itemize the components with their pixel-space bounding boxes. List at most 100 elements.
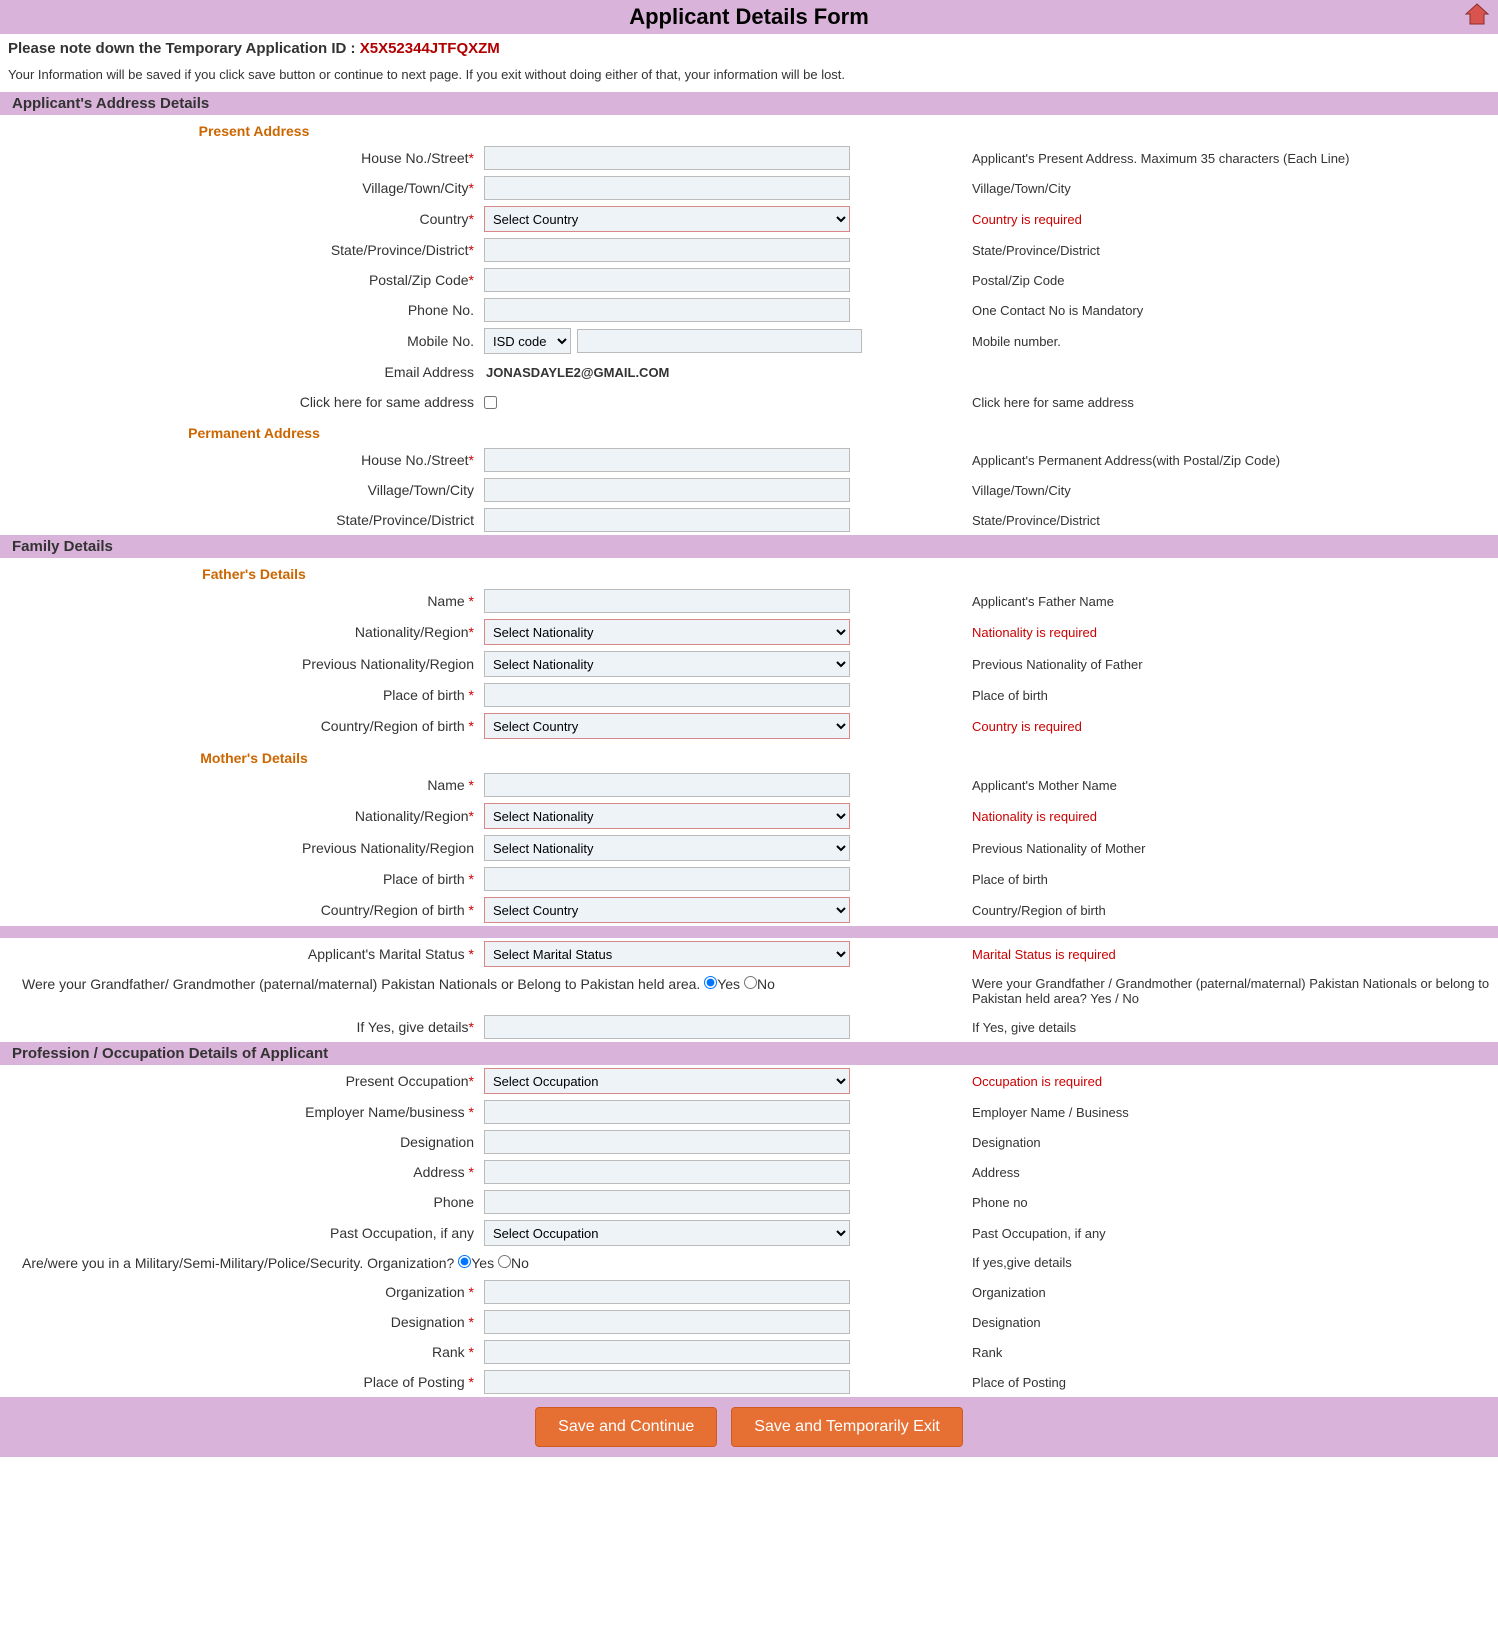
perm-house-input[interactable] bbox=[484, 448, 850, 472]
organization-input[interactable] bbox=[484, 1280, 850, 1304]
save-continue-button[interactable]: Save and Continue bbox=[535, 1407, 717, 1447]
subheader-mother: Mother's Details bbox=[12, 742, 496, 770]
subheader-permanent-address: Permanent Address bbox=[12, 417, 496, 445]
hint-grandparent: Were your Grandfather / Grandmother (pat… bbox=[968, 976, 1490, 1006]
mil-designation-input[interactable] bbox=[484, 1310, 850, 1334]
label-marital: Applicant's Marital Status bbox=[308, 946, 469, 962]
same-address-checkbox[interactable] bbox=[484, 396, 497, 409]
hint-same-addr: Click here for same address bbox=[862, 395, 1490, 410]
employer-input[interactable] bbox=[484, 1100, 850, 1124]
label-father-name: Name bbox=[427, 593, 468, 609]
marital-status-select[interactable]: Select Marital Status bbox=[484, 941, 850, 967]
past-occupation-select[interactable]: Select Occupation bbox=[484, 1220, 850, 1246]
hint-rank: Rank bbox=[862, 1345, 1490, 1360]
label-past-occ: Past Occupation, if any bbox=[330, 1225, 474, 1241]
save-exit-button[interactable]: Save and Temporarily Exit bbox=[731, 1407, 963, 1447]
hint-past-occ: Past Occupation, if any bbox=[862, 1226, 1490, 1241]
label-mother-nat: Nationality/Region bbox=[355, 808, 469, 824]
subheader-present-address: Present Address bbox=[12, 115, 496, 143]
hint-father-nat-req: Nationality is required bbox=[862, 625, 1490, 640]
hint-mother-prevnat: Previous Nationality of Mother bbox=[862, 841, 1490, 856]
military-question: Are/were you in a Military/Semi-Military… bbox=[8, 1255, 968, 1271]
military-no-radio[interactable] bbox=[498, 1255, 511, 1268]
hint-mother-name: Applicant's Mother Name bbox=[862, 778, 1490, 793]
label-phone2: Phone bbox=[434, 1194, 474, 1210]
designation-input[interactable] bbox=[484, 1130, 850, 1154]
hint-postal: Postal/Zip Code bbox=[862, 273, 1490, 288]
label-father-prevnat: Previous Nationality/Region bbox=[302, 656, 474, 672]
label-perm-state: State/Province/District bbox=[336, 512, 474, 528]
hint-father-name: Applicant's Father Name bbox=[862, 594, 1490, 609]
label-state: State/Province/District bbox=[331, 242, 469, 258]
hint-occ-req: Occupation is required bbox=[862, 1074, 1490, 1089]
label-org: Organization bbox=[385, 1284, 468, 1300]
present-postal-input[interactable] bbox=[484, 268, 850, 292]
posting-input[interactable] bbox=[484, 1370, 850, 1394]
label-rank: Rank bbox=[432, 1344, 469, 1360]
perm-state-input[interactable] bbox=[484, 508, 850, 532]
present-country-select[interactable]: Select Country bbox=[484, 206, 850, 232]
app-id-line: Please note down the Temporary Applicati… bbox=[0, 34, 1498, 63]
label-employer: Employer Name/business bbox=[305, 1104, 468, 1120]
label-father-cob: Country/Region of birth bbox=[321, 718, 469, 734]
mother-cob-select[interactable]: Select Country bbox=[484, 897, 850, 923]
hint-father-pob: Place of birth bbox=[862, 688, 1490, 703]
label-mobile: Mobile No. bbox=[407, 333, 474, 349]
mother-pob-input[interactable] bbox=[484, 867, 850, 891]
military-yes-radio[interactable] bbox=[458, 1255, 471, 1268]
hint-designation: Designation bbox=[862, 1135, 1490, 1150]
hint-phone: One Contact No is Mandatory bbox=[862, 303, 1490, 318]
label-mother-prevnat: Previous Nationality/Region bbox=[302, 840, 474, 856]
page-header: Applicant Details Form bbox=[0, 0, 1498, 34]
grandparent-no-radio[interactable] bbox=[744, 976, 757, 989]
label-phone: Phone No. bbox=[408, 302, 474, 318]
hint-mobile: Mobile number. bbox=[862, 334, 1490, 349]
hint-perm-addr: Applicant's Permanent Address(with Posta… bbox=[862, 453, 1490, 468]
grandparent-details-input[interactable] bbox=[484, 1015, 850, 1039]
mother-nationality-select[interactable]: Select Nationality bbox=[484, 803, 850, 829]
father-cob-select[interactable]: Select Country bbox=[484, 713, 850, 739]
email-value: JONASDAYLE2@GMAIL.COM bbox=[484, 365, 669, 380]
label-village: Village/Town/City bbox=[362, 180, 468, 196]
father-pob-input[interactable] bbox=[484, 683, 850, 707]
hint-designation2: Designation bbox=[862, 1315, 1490, 1330]
mother-prev-nationality-select[interactable]: Select Nationality bbox=[484, 835, 850, 861]
label-mother-name: Name bbox=[427, 777, 468, 793]
label-country: Country bbox=[420, 211, 469, 227]
present-state-input[interactable] bbox=[484, 238, 850, 262]
hint-military: If yes,give details bbox=[968, 1255, 1490, 1270]
rank-input[interactable] bbox=[484, 1340, 850, 1364]
hint-present-addr: Applicant's Present Address. Maximum 35 … bbox=[862, 151, 1490, 166]
father-prev-nationality-select[interactable]: Select Nationality bbox=[484, 651, 850, 677]
father-nationality-select[interactable]: Select Nationality bbox=[484, 619, 850, 645]
present-village-input[interactable] bbox=[484, 176, 850, 200]
hint-father-cob-req: Country is required bbox=[862, 719, 1490, 734]
present-occupation-select[interactable]: Select Occupation bbox=[484, 1068, 850, 1094]
father-name-input[interactable] bbox=[484, 589, 850, 613]
label-ifyes: If Yes, give details bbox=[356, 1019, 468, 1035]
mother-name-input[interactable] bbox=[484, 773, 850, 797]
present-phone-input[interactable] bbox=[484, 298, 850, 322]
label-perm-village: Village/Town/City bbox=[368, 482, 474, 498]
hint-phoneno: Phone no bbox=[862, 1195, 1490, 1210]
spacer-bar bbox=[0, 926, 1498, 938]
grandparent-yes-radio[interactable] bbox=[704, 976, 717, 989]
hint-address: Address bbox=[862, 1165, 1490, 1180]
label-present-occ: Present Occupation bbox=[346, 1073, 469, 1089]
present-house-no-input[interactable] bbox=[484, 146, 850, 170]
occ-phone-input[interactable] bbox=[484, 1190, 850, 1214]
mobile-number-input[interactable] bbox=[577, 329, 862, 353]
hint-mother-pob: Place of birth bbox=[862, 872, 1490, 887]
home-icon[interactable] bbox=[1464, 2, 1490, 32]
hint-country-req: Country is required bbox=[862, 212, 1490, 227]
hint-perm-state: State/Province/District bbox=[862, 513, 1490, 528]
hint-org: Organization bbox=[862, 1285, 1490, 1300]
perm-village-input[interactable] bbox=[484, 478, 850, 502]
label-mother-pob: Place of birth bbox=[383, 871, 469, 887]
isd-code-select[interactable]: ISD code bbox=[484, 328, 571, 354]
label-designation2: Designation bbox=[391, 1314, 469, 1330]
hint-father-prevnat: Previous Nationality of Father bbox=[862, 657, 1490, 672]
hint-perm-village: Village/Town/City bbox=[862, 483, 1490, 498]
hint-village: Village/Town/City bbox=[862, 181, 1490, 196]
occ-address-input[interactable] bbox=[484, 1160, 850, 1184]
